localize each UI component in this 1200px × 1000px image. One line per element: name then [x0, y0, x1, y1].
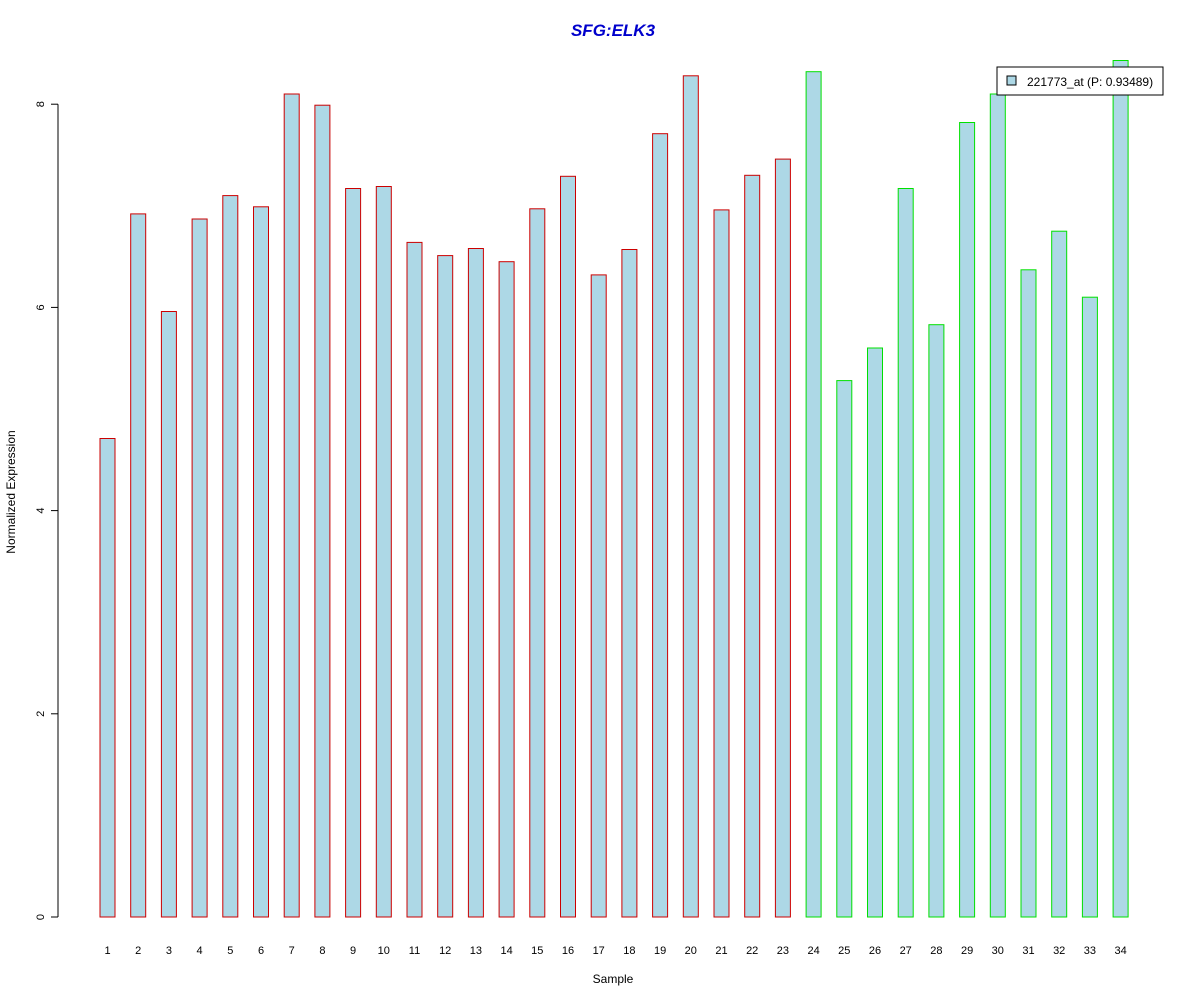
x-tick-label: 24	[807, 945, 819, 957]
bar-sample-1	[99, 438, 116, 918]
x-tick-label: 14	[500, 945, 512, 957]
bar-sample-31	[1020, 269, 1037, 918]
x-tick-label: 25	[838, 945, 850, 957]
bar-sample-27	[897, 188, 914, 918]
x-tick-label: 28	[930, 945, 942, 957]
bar-sample-7	[283, 93, 300, 918]
legend-box	[996, 66, 1164, 96]
bar-sample-15	[529, 208, 546, 918]
legend: 221773_at (P: 0.93489)	[996, 66, 1164, 96]
bar-sample-20	[682, 75, 699, 918]
bar-sample-32	[1051, 230, 1068, 918]
bar-sample-13	[467, 248, 484, 918]
bar-sample-33	[1081, 296, 1098, 918]
x-tick-label: 20	[685, 945, 697, 957]
chart-title: SFG:ELK3	[571, 21, 656, 40]
bar-sample-8	[314, 104, 331, 918]
bar-sample-21	[713, 209, 730, 918]
y-tick-label: 4	[35, 508, 47, 514]
bar-sample-29	[959, 122, 976, 918]
x-tick-label: 16	[562, 945, 574, 957]
x-tick-label: 26	[869, 945, 881, 957]
legend-swatch	[1006, 75, 1017, 86]
x-tick-label: 11	[409, 945, 420, 957]
bar-sample-26	[867, 347, 883, 918]
bar-sample-34	[1112, 60, 1129, 918]
x-tick-label: 12	[439, 945, 451, 957]
x-tick-label: 19	[654, 945, 666, 957]
x-tick-label: 9	[350, 945, 356, 957]
x-tick-label: 3	[166, 945, 172, 957]
legend-label: 221773_at (P: 0.93489)	[1027, 75, 1153, 89]
x-tick-label: 13	[470, 945, 482, 957]
bar-sample-12	[437, 255, 454, 918]
x-tick-label: 7	[289, 945, 295, 957]
y-axis-title: Normalized Expression	[4, 430, 18, 553]
bar-sample-18	[621, 249, 638, 918]
x-tick-label: 27	[900, 945, 912, 957]
x-axis-title: Sample	[593, 972, 634, 986]
bar-sample-24	[805, 71, 822, 918]
x-tick-label: 23	[777, 945, 789, 957]
x-tick-label: 32	[1053, 945, 1065, 957]
bar-sample-16	[560, 175, 576, 918]
bar-sample-14	[498, 261, 515, 918]
x-tick-label: 2	[135, 945, 141, 957]
x-tick-labels: 1 2 3 4 5 6 7 8 9 10 11 12 13 14 15 16 17 18 19 20 21 22 23 24 2…	[104, 945, 1126, 957]
x-tick-label: 10	[378, 945, 390, 957]
bar-sample-17	[590, 274, 607, 918]
bar-sample-5	[222, 195, 239, 918]
bar-sample-19	[652, 133, 669, 918]
x-tick-label: 4	[197, 945, 203, 957]
bar-sample-30	[989, 93, 1006, 918]
x-tick-label: 29	[961, 945, 973, 957]
y-tick-label: 0	[35, 914, 47, 920]
x-tick-label: 21	[715, 945, 727, 957]
x-tick-label: 15	[531, 945, 543, 957]
x-tick-label: 17	[593, 945, 605, 957]
bar-sample-9	[345, 188, 362, 918]
bar-sample-2	[130, 213, 147, 918]
y-axis: 0 2 4 6 8	[35, 101, 59, 920]
x-tick-label: 18	[623, 945, 635, 957]
x-tick-label: 31	[1022, 945, 1034, 957]
bar-sample-6	[253, 206, 269, 918]
x-tick-label: 1	[104, 945, 110, 957]
x-tick-label: 33	[1084, 945, 1096, 957]
x-tick-label: 34	[1114, 945, 1126, 957]
bar-sample-3	[160, 311, 177, 918]
x-tick-label: 30	[992, 945, 1004, 957]
bar-sample-25	[836, 380, 853, 918]
x-tick-label: 6	[258, 945, 264, 957]
bars-group	[99, 60, 1129, 918]
bar-sample-10	[375, 186, 392, 918]
x-tick-label: 8	[319, 945, 325, 957]
y-tick-label: 2	[35, 711, 47, 717]
y-tick-label: 6	[35, 304, 47, 310]
x-tick-label: 22	[746, 945, 758, 957]
x-tick-label: 5	[227, 945, 233, 957]
bar-sample-4	[191, 218, 208, 918]
bar-sample-22	[744, 174, 761, 918]
bar-sample-23	[774, 158, 791, 918]
bar-sample-11	[406, 241, 423, 918]
y-tick-label: 8	[35, 101, 47, 107]
bar-sample-28	[928, 324, 945, 918]
